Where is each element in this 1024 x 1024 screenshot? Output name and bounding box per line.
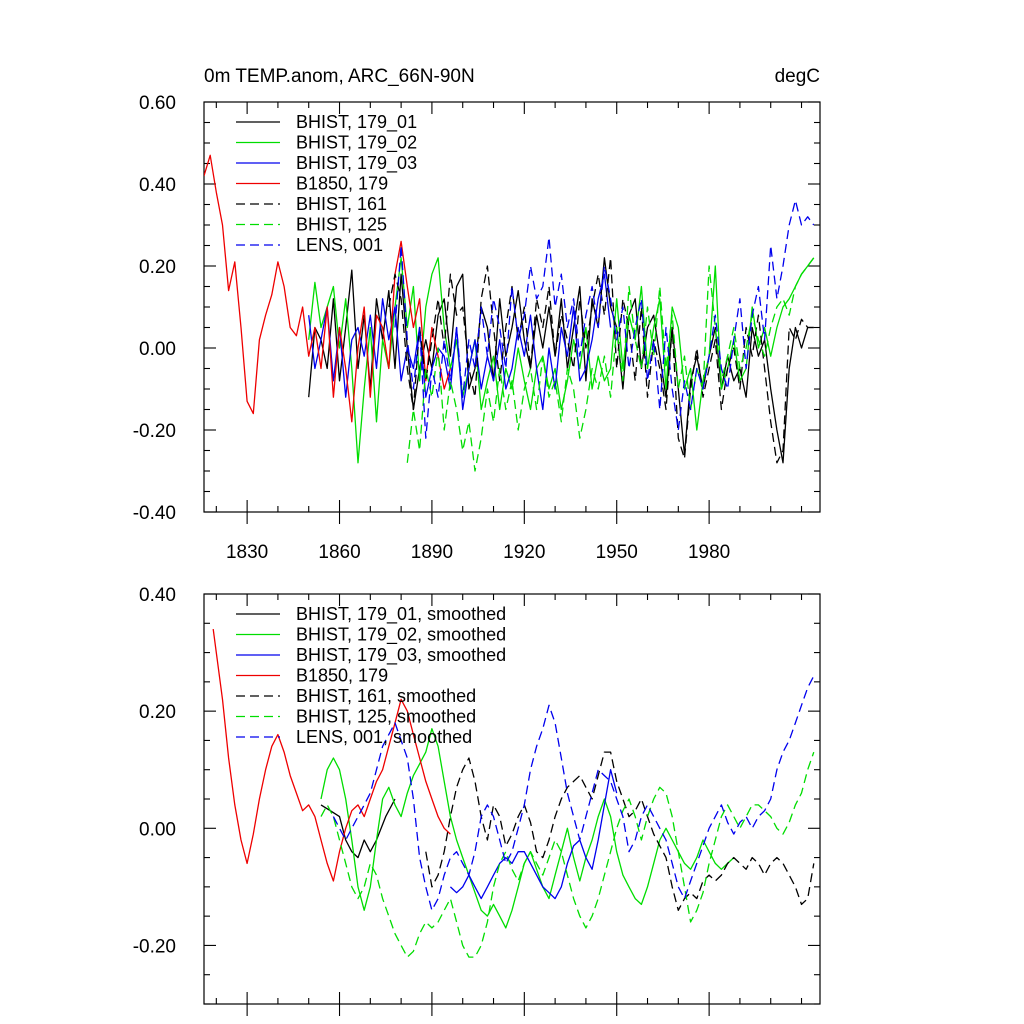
x-tick-label: 1890: [411, 542, 453, 563]
legend-label: BHIST, 161: [296, 194, 387, 214]
x-tick-label: 1830: [226, 542, 268, 563]
legend-label: BHIST, 125, smoothed: [296, 707, 476, 727]
legend-label: BHIST, 179_02, smoothed: [296, 625, 506, 646]
series-line: [204, 154, 452, 423]
y-tick-label: -0.40: [133, 503, 176, 524]
top-chart-panel: -0.40 -0.20 0.00 0.20 0.40 0.60 1830 1860 1890 19…: [133, 93, 821, 563]
y-tick-label: 0.20: [139, 702, 176, 723]
x-tick-label: 1980: [688, 542, 730, 563]
series-lines: [204, 154, 815, 472]
legend-label: LENS, 001, smoothed: [296, 727, 472, 747]
bottom-chart-panel: -0.20 0.00 0.20 0.40 BHIST, 179_01, smoothed…: [133, 585, 821, 1016]
legend-label: BHIST, 161, smoothed: [296, 686, 476, 706]
series-line: [406, 257, 815, 472]
legend-label: B1850, 179: [296, 666, 388, 686]
series-lines: [212, 629, 815, 958]
legend-label: BHIST, 179_01: [296, 112, 417, 133]
series-line: [320, 751, 815, 958]
legend-label: BHIST, 179_03: [296, 153, 417, 174]
y-tick-label: 0.20: [139, 257, 176, 278]
series-line: [308, 257, 814, 464]
series-line: [425, 751, 815, 911]
legend-label: BHIST, 179_01, smoothed: [296, 604, 506, 625]
legend-label: BHIST, 179_03, smoothed: [296, 645, 506, 666]
series-line: [308, 257, 815, 464]
series-line: [320, 798, 396, 859]
series-line: [449, 769, 618, 900]
y-tick-label: 0.00: [139, 339, 176, 360]
y-tick-label: 0.40: [139, 585, 176, 606]
y-tick-label: 0.00: [139, 819, 176, 840]
figure-title: 0m TEMP.anom, ARC_66N-90N: [204, 66, 475, 87]
x-tick-label: 1950: [596, 542, 638, 563]
x-tick-label: 1920: [503, 542, 545, 563]
series-line: [212, 629, 451, 882]
y-tick-label: 0.60: [139, 93, 176, 114]
x-tick-label: 1860: [318, 542, 360, 563]
y-tick-label: -0.20: [133, 421, 176, 442]
legend-label: LENS, 001: [296, 235, 383, 255]
units-label: degC: [775, 66, 820, 87]
y-tick-label: -0.20: [133, 936, 176, 957]
series-line: [332, 675, 815, 911]
legend-label: B1850, 179: [296, 174, 388, 194]
y-tick-label: 0.40: [139, 175, 176, 196]
legend-label: BHIST, 125: [296, 215, 387, 235]
legend-label: BHIST, 179_02: [296, 133, 417, 154]
